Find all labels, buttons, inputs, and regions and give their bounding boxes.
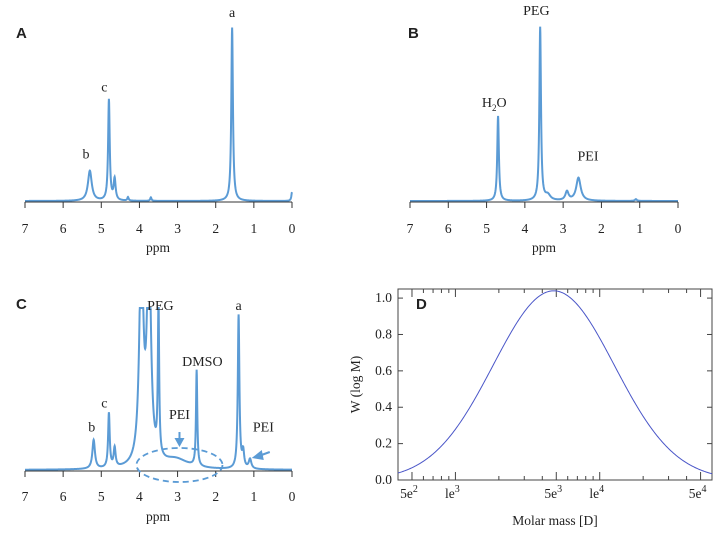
panel-b-spectrum: 7 6 5 4 3 2 1 0 ppm H2O PEG PEI — [407, 4, 682, 255]
y-tick-label: 1.0 — [375, 290, 392, 305]
x-tick-label: 2 — [598, 221, 605, 236]
spectrum-line — [25, 27, 293, 202]
x-tick-label: 0 — [289, 489, 296, 504]
panel-c-spectrum: 7 6 5 4 3 2 1 0 ppm bc PEG DMSO PEI a PEI — [22, 299, 296, 524]
x-tick-label: 4 — [136, 489, 143, 504]
y-tick-label: 0.8 — [375, 326, 392, 341]
peak-label: a — [229, 6, 236, 21]
y-tick-label: 0.4 — [375, 399, 392, 414]
peak-label: PEI — [578, 149, 599, 164]
x-tick-label: le3 — [445, 484, 460, 501]
x-tick-label: 2 — [212, 221, 219, 236]
arrow-head — [251, 450, 264, 460]
x-tick-label: 7 — [22, 489, 29, 504]
plot-frame — [397, 288, 713, 481]
y-axis-title: W (log M) — [348, 356, 363, 414]
x-axis-title: ppm — [146, 509, 171, 524]
x-tick-label: 5e3 — [544, 484, 562, 501]
x-tick-label: 6 — [60, 489, 67, 504]
pei-region-ellipse — [135, 447, 224, 483]
x-tick-label: 0 — [675, 221, 682, 236]
x-tick-label: 3 — [560, 221, 567, 236]
panel-letter-c: C — [16, 296, 27, 313]
x-tick-label: 7 — [407, 221, 414, 236]
peak-label: PEG — [523, 4, 549, 19]
x-axis-title: ppm — [532, 240, 557, 255]
x-tick-label: 1 — [636, 221, 643, 236]
x-tick-label: 1 — [250, 489, 257, 504]
spectrum-line — [25, 307, 292, 471]
x-tick-label: 5e4 — [689, 484, 707, 501]
peak-label: PEI — [169, 408, 190, 423]
panel-letter-b: B — [408, 25, 419, 42]
peak-label: c — [101, 80, 107, 95]
panel-letter-d: D — [416, 296, 427, 313]
peak-label: b — [83, 148, 90, 163]
y-tick-label: 0.6 — [375, 363, 392, 378]
x-tick-label: 5 — [483, 221, 490, 236]
x-tick-label: 3 — [174, 221, 181, 236]
panel-d-distribution: 0.0 0.2 0.4 0.6 0.8 1.0 5e2 le3 5e3 le4 5e4 Molar m… — [348, 288, 713, 528]
x-tick-label: 7 — [22, 221, 29, 236]
x-tick-label: 0 — [289, 221, 296, 236]
peak-label: b — [88, 421, 95, 436]
x-tick-label: 6 — [445, 221, 452, 236]
x-tick-label: 4 — [136, 221, 143, 236]
x-axis-title: Molar mass [D] — [512, 513, 597, 528]
peak-label: H2O — [482, 96, 507, 113]
spectrum-line — [410, 26, 678, 202]
x-tick-label: 5e2 — [400, 484, 418, 501]
arrow-head — [174, 438, 185, 447]
peak-label: PEI — [253, 421, 274, 436]
peak-label: DMSO — [182, 355, 222, 370]
x-tick-label: 1 — [250, 221, 257, 236]
x-tick-label: 4 — [521, 221, 528, 236]
x-tick-label: le4 — [589, 484, 604, 501]
peak-label: c — [101, 397, 107, 412]
x-tick-label: 6 — [60, 221, 67, 236]
panel-letter-a: A — [16, 25, 27, 42]
y-tick-label: 0.2 — [375, 436, 392, 451]
x-tick-label: 5 — [98, 221, 105, 236]
x-tick-label: 3 — [174, 489, 181, 504]
x-tick-label: 2 — [212, 489, 219, 504]
distribution-curve — [397, 290, 713, 475]
peak-label: a — [235, 299, 242, 314]
x-axis-title: ppm — [146, 240, 171, 255]
y-tick-label: 0.0 — [375, 472, 392, 487]
panel-a-spectrum: 7 6 5 4 3 2 1 0 ppm b c a — [22, 6, 296, 255]
peak-label: PEG — [147, 299, 173, 314]
x-tick-label: 5 — [98, 489, 105, 504]
